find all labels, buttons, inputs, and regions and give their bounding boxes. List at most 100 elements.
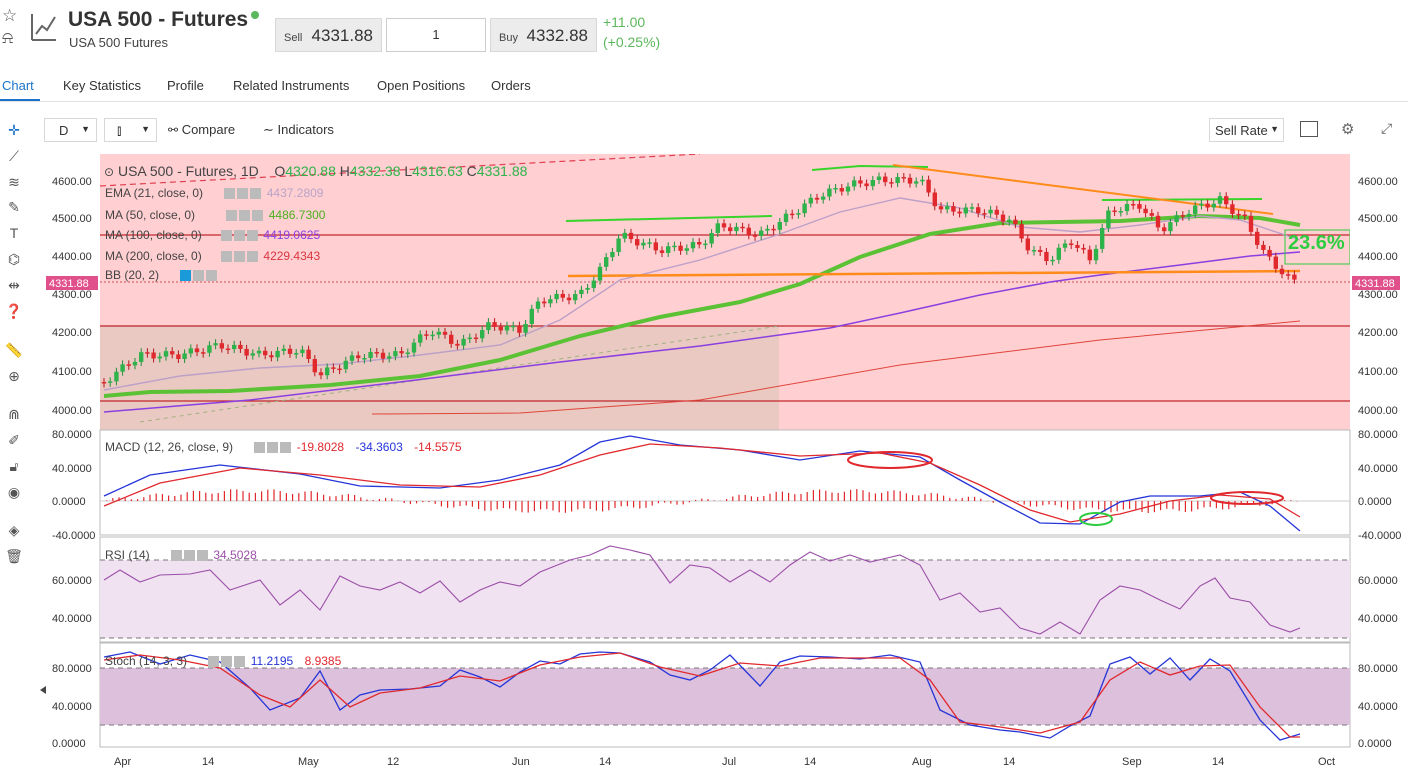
gear-icon[interactable]: [239, 210, 251, 222]
close-icon[interactable]: [247, 251, 259, 263]
settings-icon[interactable]: [208, 656, 220, 668]
buy-button[interactable]: Buy 4332.88: [490, 18, 597, 52]
pattern-icon[interactable]: ⌬: [7, 251, 21, 267]
legend-rsi[interactable]: RSI (14) 34.5028: [105, 548, 257, 562]
macd-bar: [763, 496, 765, 501]
tab-key-statistics[interactable]: Key Statistics: [63, 78, 142, 93]
gear-icon[interactable]: [193, 270, 205, 282]
ruler-icon[interactable]: 📏: [5, 342, 23, 358]
legend-ma100[interactable]: MA (100, close, 0) 4419.0625: [105, 228, 320, 242]
legend-bb[interactable]: BB (20, 2): [105, 268, 219, 282]
candle-body: [591, 280, 596, 288]
zoom-icon[interactable]: ⊕: [8, 368, 20, 384]
tab-chart[interactable]: Chart: [2, 78, 34, 93]
indicators-button[interactable]: ∼ Indicators: [263, 122, 334, 138]
expand-icon[interactable]: ⤢: [1381, 120, 1393, 136]
candle-body: [306, 349, 311, 360]
gear-icon[interactable]: [237, 188, 249, 200]
macd-bar: [1079, 501, 1081, 509]
settings-icon[interactable]: [221, 230, 233, 242]
gear-icon[interactable]: [234, 230, 246, 242]
close-icon[interactable]: [206, 270, 218, 282]
quantity-input[interactable]: 1: [386, 18, 486, 52]
macd-bar: [1054, 501, 1056, 506]
gear-icon[interactable]: [267, 442, 279, 454]
sell-button[interactable]: Sell 4331.88: [275, 18, 382, 52]
settings-gear-icon[interactable]: ⚙: [1341, 121, 1355, 138]
tab-orders[interactable]: Orders: [491, 78, 531, 93]
candle-body: [108, 381, 113, 383]
close-icon[interactable]: [247, 230, 259, 242]
candle-body: [566, 297, 572, 301]
candle-body: [1273, 256, 1278, 269]
candle-body: [765, 228, 770, 231]
close-icon[interactable]: [250, 188, 262, 200]
legend-ema[interactable]: EMA (21, close, 0) 4437.2809: [105, 186, 323, 200]
settings-icon[interactable]: [254, 442, 266, 454]
tab-open-positions[interactable]: Open Positions: [377, 78, 466, 93]
candle-body: [982, 213, 987, 215]
lock-icon[interactable]: 🔓︎: [9, 458, 19, 474]
close-icon[interactable]: [197, 550, 209, 562]
gear-icon[interactable]: [221, 656, 233, 668]
change-absolute: +11.00: [603, 14, 646, 30]
settings-icon[interactable]: [221, 251, 233, 263]
legend-stoch[interactable]: Stoch (14, 3, 3) 11.2195 8.9385: [105, 654, 341, 668]
lock-drawing-icon[interactable]: ✐: [8, 432, 20, 448]
candle-body: [529, 308, 534, 324]
settings-icon[interactable]: [171, 550, 183, 562]
macd-bar: [1048, 501, 1050, 505]
settings-icon[interactable]: [224, 188, 236, 200]
legend-macd[interactable]: MACD (12, 26, close, 9) -19.8028 -34.360…: [105, 440, 462, 454]
macd-bar: [533, 501, 535, 512]
candle-body: [616, 238, 621, 252]
gear-icon[interactable]: [234, 251, 246, 263]
text-icon[interactable]: T: [9, 225, 19, 241]
legend-ma200[interactable]: MA (200, close, 0) 4229.4343: [105, 249, 320, 263]
collapse-circle-icon[interactable]: ⊙: [104, 165, 115, 179]
compare-button[interactable]: ⚯ Compare: [168, 122, 235, 137]
bell-icon[interactable]: ⍾: [2, 28, 14, 47]
settings-icon[interactable]: [226, 210, 238, 222]
x-tick-12: Oct: [1318, 756, 1335, 768]
collapse-arrow-icon[interactable]: [40, 686, 46, 694]
candle-body: [1013, 219, 1018, 225]
tab-profile[interactable]: Profile: [167, 78, 204, 93]
close-icon[interactable]: [234, 656, 246, 668]
magnet-icon[interactable]: ⋒: [8, 406, 20, 422]
macd-bar: [943, 495, 945, 501]
star-icon[interactable]: ☆: [2, 6, 18, 25]
trendline-icon[interactable]: ⟋: [9, 148, 19, 164]
macd-bar: [422, 501, 424, 503]
candle-body: [263, 350, 268, 356]
crosshair-icon[interactable]: ✛: [8, 122, 20, 138]
tab-related-instruments[interactable]: Related Instruments: [233, 78, 350, 93]
help-icon[interactable]: ❓: [5, 303, 23, 319]
visibility-icon[interactable]: [180, 270, 192, 282]
close-icon[interactable]: [280, 442, 292, 454]
eye-icon[interactable]: ◉: [7, 484, 21, 500]
layers-icon[interactable]: ◈: [8, 522, 20, 538]
macd-bar: [223, 491, 225, 501]
macd-bar: [936, 493, 938, 501]
fib-icon[interactable]: ≋: [8, 174, 20, 190]
trash-icon[interactable]: 🗑︎: [5, 548, 23, 564]
measure-icon[interactable]: ⇹: [8, 277, 20, 293]
interval-select[interactable]: D ▼: [44, 118, 97, 142]
macd-bar: [676, 501, 678, 505]
candle-body: [573, 294, 578, 301]
macd-bar: [850, 489, 852, 501]
legend-symbol: USA 500 - Futures, 1D: [117, 163, 259, 179]
gear-icon[interactable]: [184, 550, 196, 562]
chart-type-select[interactable]: ⫾ ▼: [104, 118, 157, 142]
macd-bar: [552, 501, 554, 511]
close-icon[interactable]: [252, 210, 264, 222]
legend-ma50[interactable]: MA (50, close, 0) 4486.7300: [105, 208, 325, 222]
candle-body: [845, 186, 851, 192]
rate-select[interactable]: Sell Rate ▼: [1209, 118, 1284, 142]
brush-icon[interactable]: ✎: [8, 199, 20, 215]
sell-label: Sell: [284, 32, 303, 44]
fullscreen-box-icon[interactable]: [1300, 121, 1318, 137]
candle-body: [418, 334, 423, 343]
price-chart[interactable]: 4600.00 4500.00 4400.00 4300.00 4200.00 …: [0, 150, 1408, 771]
